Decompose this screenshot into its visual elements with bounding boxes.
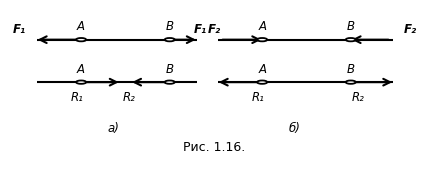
Circle shape bbox=[346, 38, 356, 41]
Circle shape bbox=[257, 38, 267, 41]
Text: F₁: F₁ bbox=[13, 23, 26, 36]
Text: R₂: R₂ bbox=[123, 91, 136, 104]
Text: а): а) bbox=[108, 122, 120, 135]
Text: A: A bbox=[258, 63, 266, 76]
Text: B: B bbox=[347, 20, 355, 33]
Text: B: B bbox=[166, 20, 174, 33]
Text: R₂: R₂ bbox=[352, 91, 365, 104]
Text: F₂: F₂ bbox=[208, 23, 220, 36]
Text: A: A bbox=[258, 20, 266, 33]
Text: R₁: R₁ bbox=[71, 91, 84, 104]
Text: B: B bbox=[166, 63, 174, 76]
Text: B: B bbox=[347, 63, 355, 76]
Text: A: A bbox=[77, 20, 85, 33]
Text: A: A bbox=[77, 63, 85, 76]
Circle shape bbox=[257, 81, 267, 84]
Circle shape bbox=[76, 38, 86, 41]
Circle shape bbox=[346, 81, 356, 84]
Text: Рис. 1.16.: Рис. 1.16. bbox=[183, 141, 245, 154]
Circle shape bbox=[165, 38, 175, 41]
Circle shape bbox=[76, 81, 86, 84]
Text: F₂: F₂ bbox=[404, 23, 417, 36]
Circle shape bbox=[165, 81, 175, 84]
Text: R₁: R₁ bbox=[252, 91, 265, 104]
Text: F₁: F₁ bbox=[194, 23, 207, 36]
Text: б): б) bbox=[289, 122, 301, 135]
